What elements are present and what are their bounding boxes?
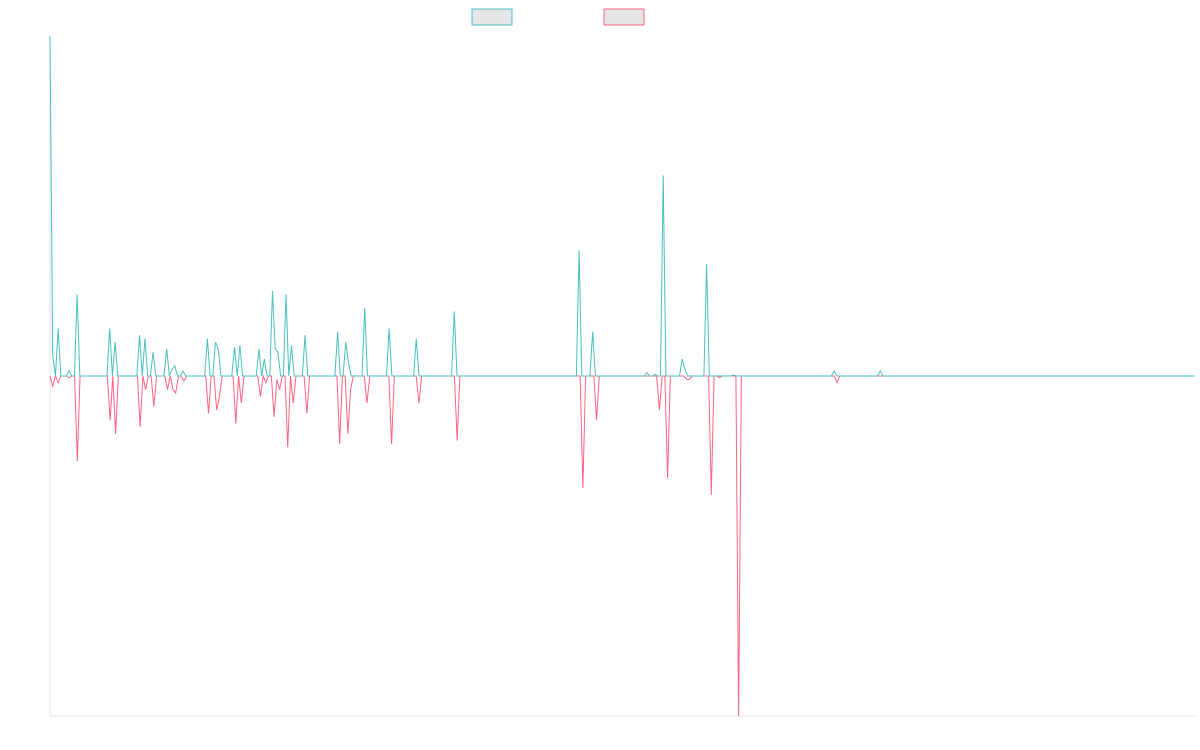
- legend-swatch-1: [471, 8, 513, 26]
- series-line-2: [49, 374, 1195, 717]
- legend-swatch-2: [603, 8, 645, 26]
- legend: [471, 8, 645, 26]
- legend-item-1[interactable]: [471, 8, 513, 26]
- legend-item-2[interactable]: [603, 8, 645, 26]
- series-line-1: [49, 35, 1195, 377]
- series-layer: [49, 35, 1195, 717]
